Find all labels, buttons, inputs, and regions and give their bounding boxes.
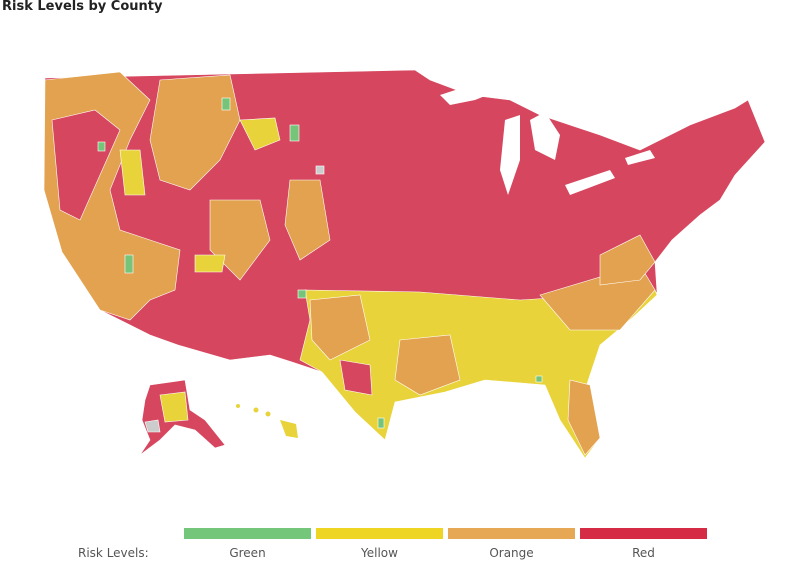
region-texas-red[interactable] xyxy=(339,359,373,396)
great-lakes xyxy=(440,82,655,195)
legend-swatch-yellow xyxy=(316,528,443,539)
region-hawaii[interactable] xyxy=(236,404,298,438)
county-green[interactable] xyxy=(97,141,106,152)
region-nevada-yellow[interactable] xyxy=(194,254,226,273)
county-green[interactable] xyxy=(124,254,134,274)
county-gray[interactable] xyxy=(315,165,325,175)
county-green[interactable] xyxy=(535,375,543,383)
region-idaho-yellow[interactable] xyxy=(119,149,146,196)
county-green[interactable] xyxy=(289,124,300,142)
region-nevada-orange[interactable] xyxy=(209,199,271,281)
legend-label-green: Green xyxy=(229,546,266,560)
legend-label-yellow: Yellow xyxy=(361,546,398,560)
region-alaska-gray[interactable] xyxy=(144,419,161,433)
region-colorado-orange[interactable] xyxy=(284,179,331,261)
county-green[interactable] xyxy=(377,417,385,429)
county-green[interactable] xyxy=(221,97,231,111)
region-montana-yellow[interactable] xyxy=(239,117,281,151)
legend-label-orange: Orange xyxy=(489,546,534,560)
chart-title: Risk Levels by County xyxy=(2,0,163,14)
region-virginia-orange[interactable] xyxy=(599,234,656,286)
region-south-orange-3[interactable] xyxy=(394,334,461,396)
legend-title: Risk Levels: xyxy=(78,546,149,560)
region-west-red[interactable] xyxy=(51,109,121,221)
region-alaska-yellow[interactable] xyxy=(159,391,189,423)
us-county-risk-map[interactable] xyxy=(0,0,802,520)
region-idaho-orange[interactable] xyxy=(149,74,241,191)
county-green[interactable] xyxy=(297,289,307,299)
region-south-orange-1[interactable] xyxy=(309,294,371,361)
legend-swatch-red xyxy=(580,528,707,539)
legend-label-red: Red xyxy=(632,546,655,560)
legend-swatch-green xyxy=(184,528,311,539)
legend-swatch-orange xyxy=(448,528,575,539)
region-florida-orange[interactable] xyxy=(567,379,601,456)
